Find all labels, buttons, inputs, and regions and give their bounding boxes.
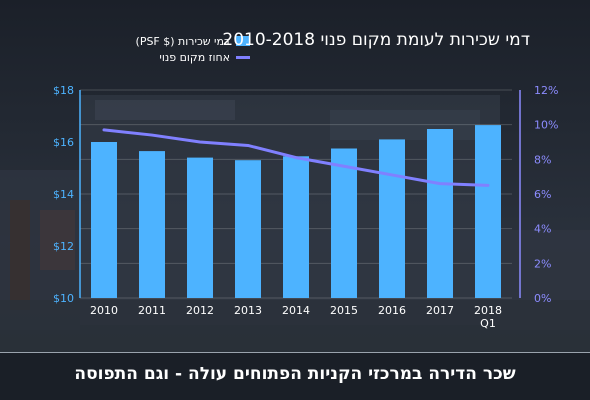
bar-series: [91, 125, 501, 298]
footer-divider: [0, 352, 590, 353]
right-axis-tick-label: 10%: [534, 119, 558, 132]
x-axis-tick-label: 2018: [474, 304, 502, 317]
bar: [139, 151, 165, 298]
right-axis-ticks: 0% 2% 4% 6% 8% 10% 12%: [534, 84, 558, 305]
right-axis-tick-label: 2%: [534, 257, 551, 270]
legend: דמי שכירות ($ PSF) אחוז מקום פנוי: [90, 33, 250, 65]
footer-band: [0, 352, 590, 400]
bar: [283, 156, 309, 298]
right-axis-tick-label: 12%: [534, 84, 558, 97]
vacancy-line: [102, 128, 490, 187]
left-axis-ticks: $10 $12 $14 $16 $18: [53, 84, 74, 305]
x-axis-tick-label: 2015: [330, 304, 358, 317]
left-axis-tick-label: $10: [53, 292, 74, 305]
left-axis-tick-label: $14: [53, 188, 74, 201]
legend-label-rent: דמי שכירות ($ PSF): [135, 34, 230, 48]
x-axis-tick-label: 2010: [90, 304, 118, 317]
legend-item-vacancy: אחוז מקום פנוי: [90, 49, 250, 65]
left-axis-tick-label: $12: [53, 240, 74, 253]
x-axis-tick-label: 2012: [186, 304, 214, 317]
legend-item-rent: דמי שכירות ($ PSF): [90, 33, 250, 49]
x-axis-tick-label: 2016: [378, 304, 406, 317]
chart-title: דמי שכירות לעומת מקום פנוי 2010-2018: [222, 30, 530, 50]
x-axis-tick-label: 2013: [234, 304, 262, 317]
right-axis-tick-label: 6%: [534, 188, 551, 201]
bar: [235, 160, 261, 298]
legend-line-swatch: [236, 55, 250, 59]
left-axis-tick-label: $16: [53, 136, 74, 149]
right-axis-tick-label: 0%: [534, 292, 551, 305]
bar: [475, 125, 501, 298]
right-axis-tick-label: 4%: [534, 223, 551, 236]
x-axis-tick-label: 2011: [138, 304, 166, 317]
bar: [187, 157, 213, 298]
right-axis-tick-label: 8%: [534, 153, 551, 166]
legend-label-vacancy: אחוז מקום פנוי: [159, 50, 230, 64]
x-axis-tick-label: 2017: [426, 304, 454, 317]
bar: [331, 148, 357, 298]
legend-bar-swatch: [236, 36, 250, 46]
line-series: [102, 128, 490, 187]
x-axis-tick-label: Q1: [480, 317, 496, 330]
x-axis-tick-label: 2014: [282, 304, 310, 317]
left-axis-tick-label: $18: [53, 84, 74, 97]
bar: [91, 142, 117, 298]
bar: [379, 139, 405, 298]
bar: [427, 129, 453, 298]
footer-caption: שכר הדירה במרכזי הקניות הפתוחים עולה - ו…: [74, 364, 516, 384]
